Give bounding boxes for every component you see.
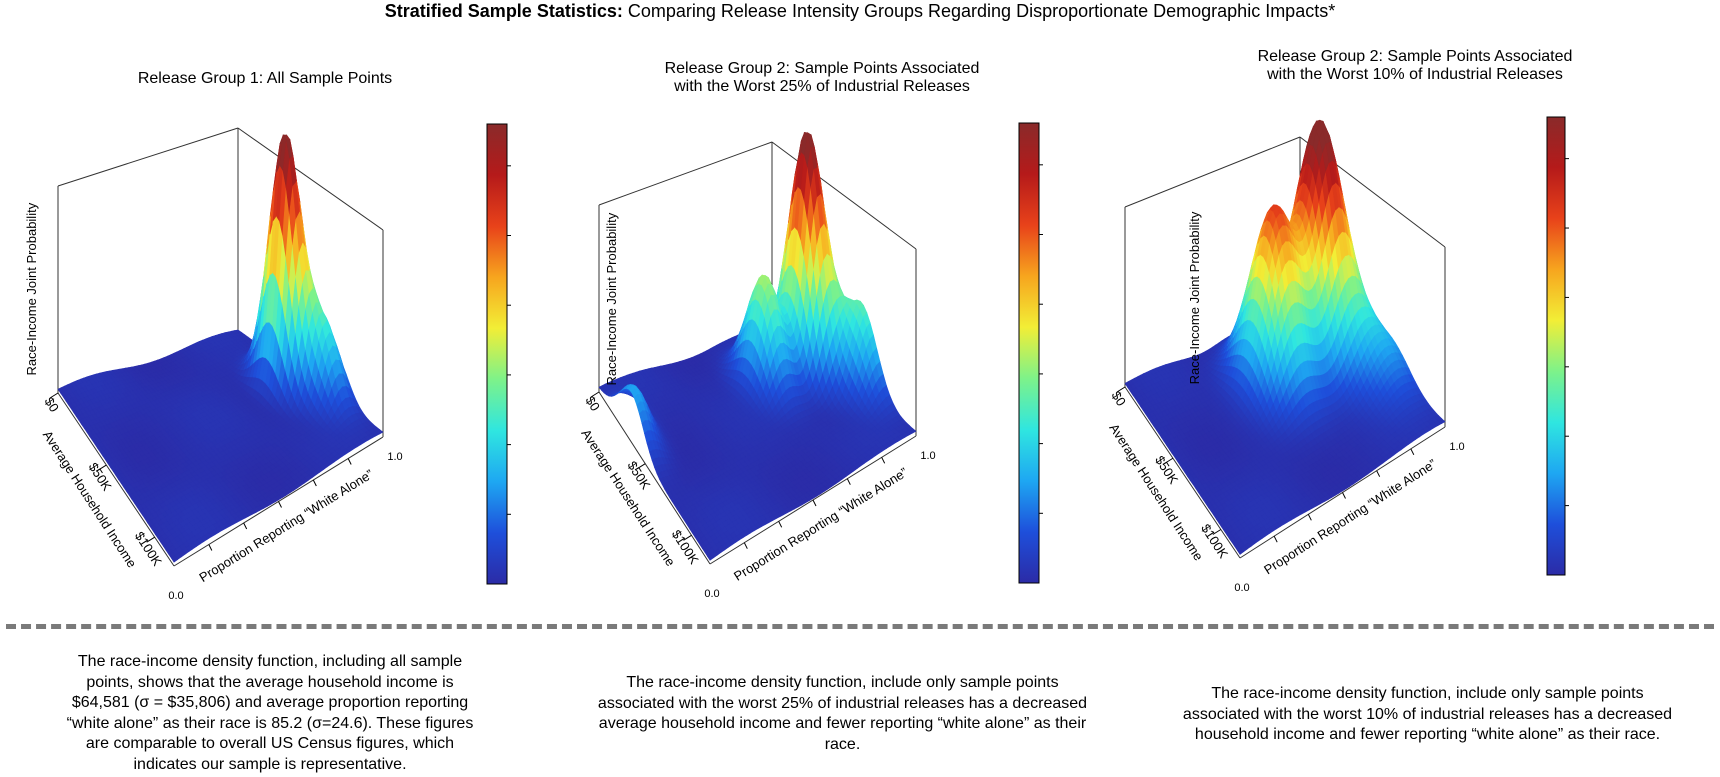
colorbar bbox=[486, 123, 508, 585]
x-tick bbox=[778, 521, 783, 528]
panel-title-line: with the Worst 25% of Industrial Release… bbox=[674, 78, 970, 95]
y-tick bbox=[146, 536, 155, 543]
x-tick bbox=[846, 478, 851, 485]
box-edge bbox=[771, 141, 917, 250]
x-tick bbox=[881, 457, 886, 464]
y-tick bbox=[98, 464, 107, 471]
x-tick bbox=[278, 501, 282, 508]
chart-panel-2: Release Group 2: Sample Points Associate… bbox=[578, 44, 1147, 612]
chart-panel-1: Release Group 1: All Sample Points $0 $50… bbox=[0, 44, 560, 612]
box-edge bbox=[237, 127, 384, 231]
box-edge bbox=[598, 141, 773, 206]
x-tick bbox=[243, 522, 248, 530]
x-tick-label: 1.0 bbox=[920, 450, 935, 462]
colorbar bbox=[1018, 122, 1040, 584]
x-tick bbox=[812, 499, 817, 507]
y-tick-label: $0 bbox=[42, 394, 62, 414]
title-rest: Comparing Release Intensity Groups Regar… bbox=[622, 1, 1336, 21]
x-tick bbox=[743, 542, 748, 549]
x-tick bbox=[208, 544, 213, 551]
panel-title-1: Release Group 1: All Sample Points bbox=[0, 70, 530, 88]
panel-title-line: Release Group 1: All Sample Points bbox=[137, 70, 393, 87]
x-tick bbox=[312, 479, 317, 487]
surface-cell bbox=[375, 429, 384, 435]
x-tick-label: 1.0 bbox=[387, 451, 402, 463]
density-surface bbox=[57, 134, 384, 563]
x-tick-label: 0.0 bbox=[168, 590, 183, 602]
panel-title-2: Release Group 2: Sample Points Associate… bbox=[582, 60, 1062, 96]
z-axis-label: Race-Income Joint Probability bbox=[24, 202, 39, 375]
y-tick bbox=[49, 392, 59, 399]
x-tick-label: 0.0 bbox=[704, 588, 719, 600]
panel-title-line: Release Group 2: Sample Points Associate… bbox=[664, 60, 980, 77]
x-tick bbox=[347, 458, 352, 465]
y-tick-label: $0 bbox=[583, 393, 603, 413]
figure-title: Stratified Sample Statistics: Comparing … bbox=[0, 0, 1720, 24]
box-edge bbox=[57, 127, 239, 187]
density-surface bbox=[598, 131, 917, 561]
z-axis-label: Race-Income Joint Probability bbox=[604, 212, 619, 385]
title-bold: Stratified Sample Statistics: bbox=[384, 1, 623, 21]
